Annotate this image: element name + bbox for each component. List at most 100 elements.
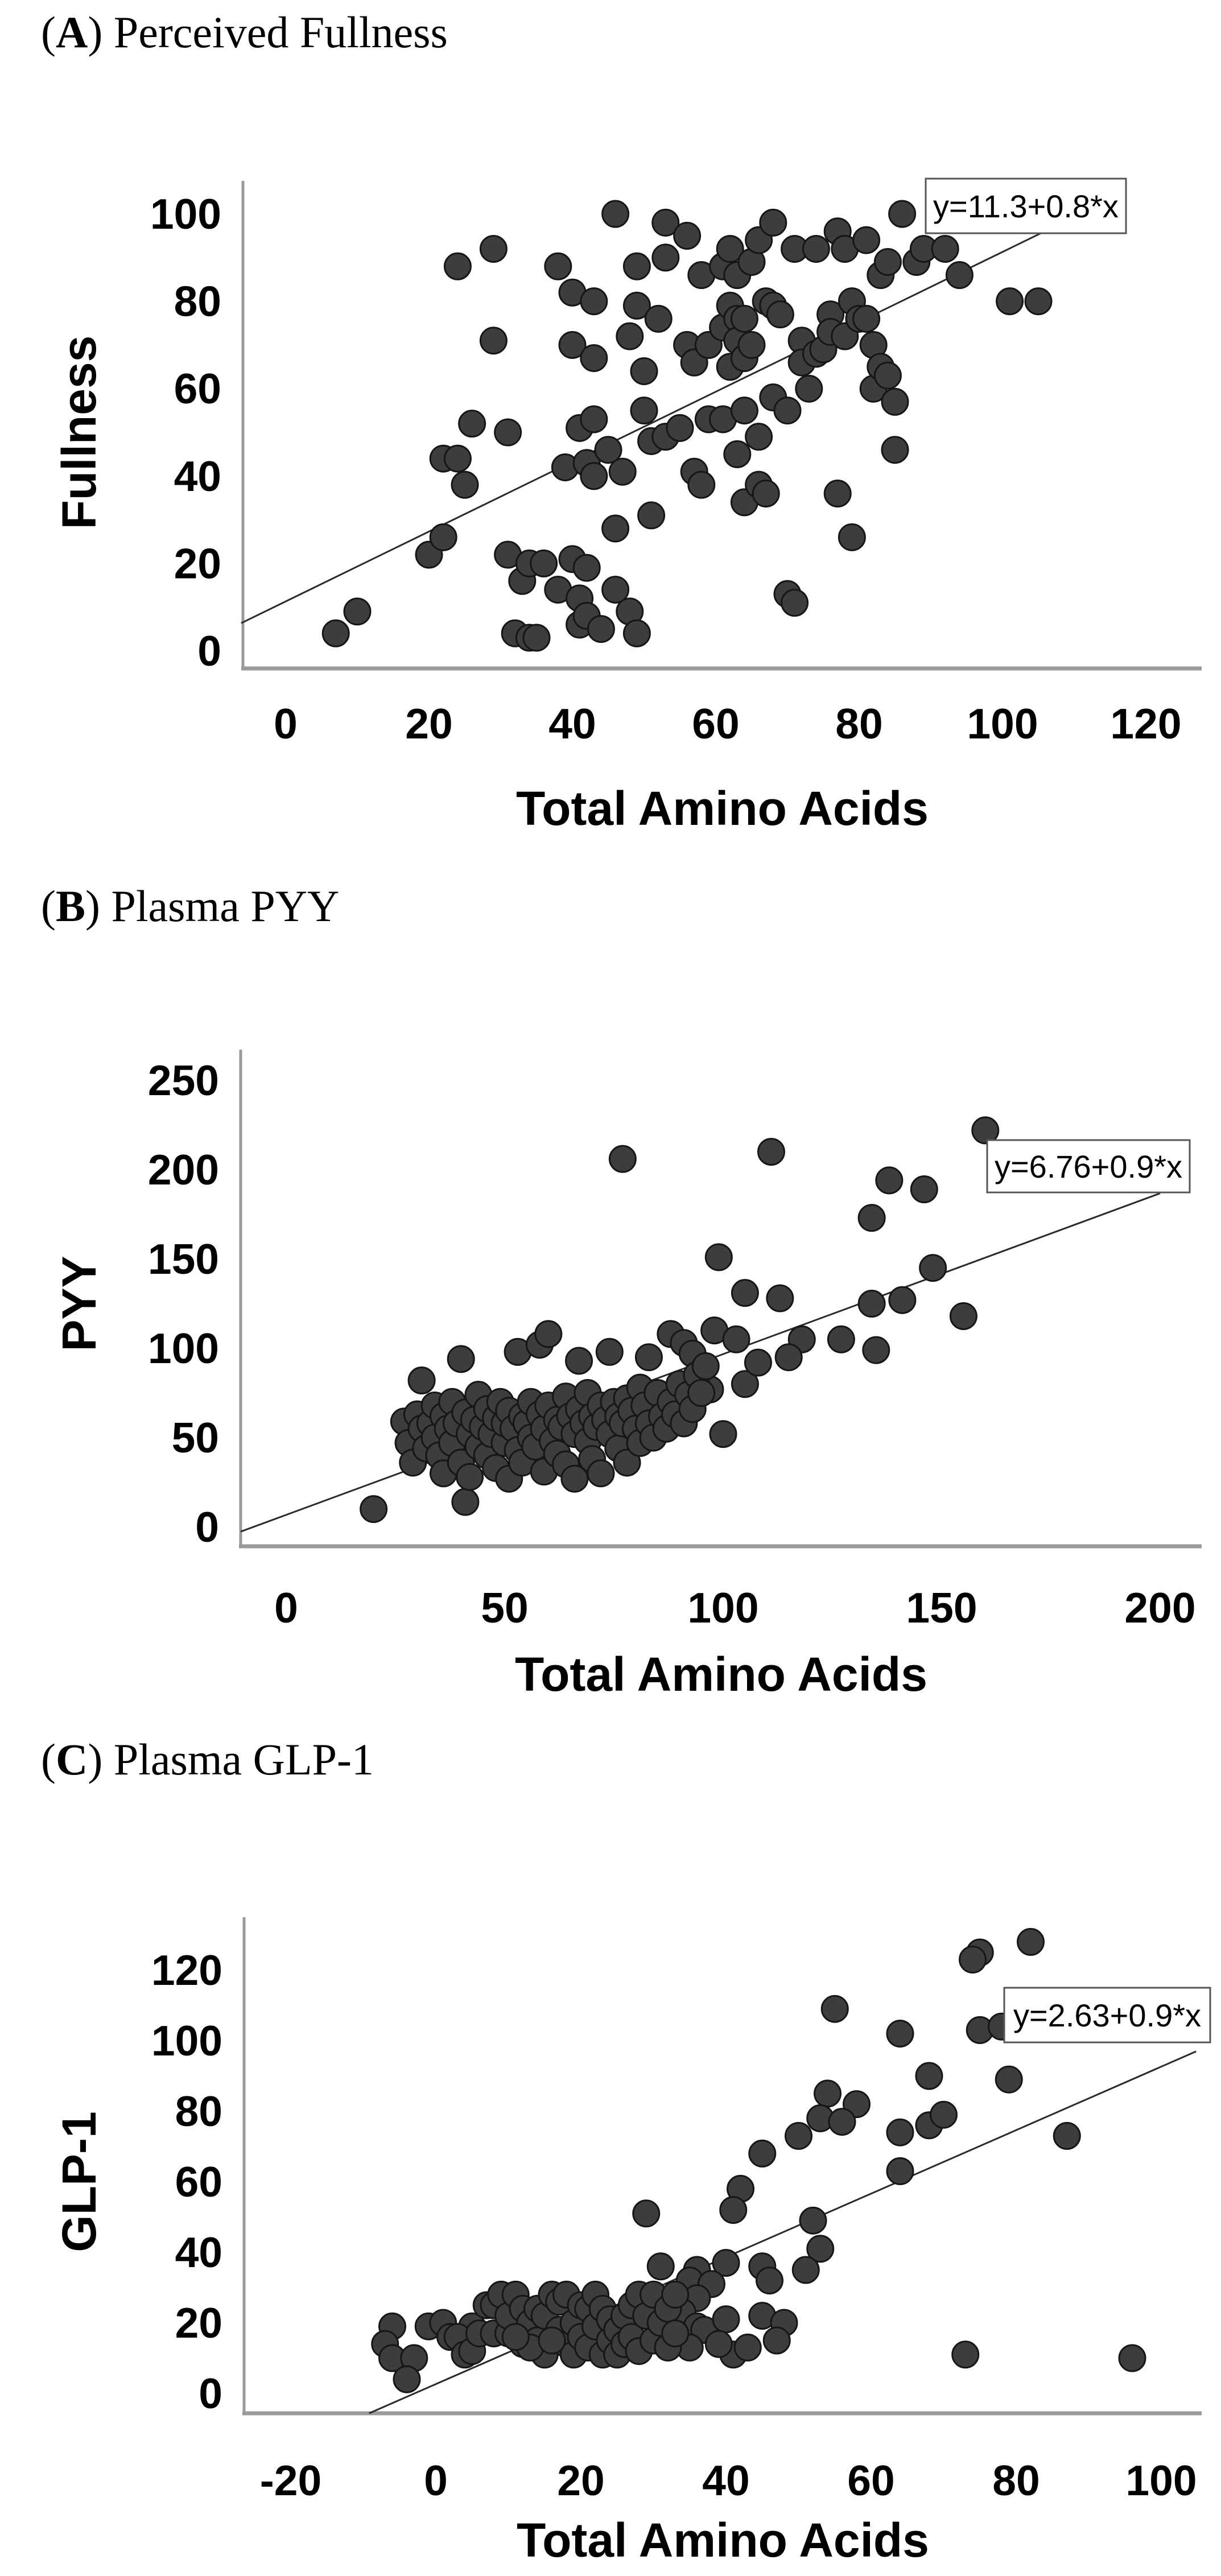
data-point (558, 331, 587, 359)
panel-b-title-text: Plasma PYY (100, 881, 340, 931)
data-point (873, 361, 902, 390)
panel-a-scatter-chart: 0 20 40 60 80 100 0 20 40 60 80 100 120 Total Amino A… (52, 177, 1202, 835)
data-point (451, 470, 479, 499)
data-point (538, 2326, 566, 2355)
x-tick-label: 0 (274, 1584, 298, 1632)
panel-a-title-open: ( (41, 7, 56, 57)
data-point (1053, 2121, 1081, 2150)
panel-b-title: (B) Plasma PYY (41, 882, 339, 931)
data-point (1118, 2344, 1146, 2372)
data-point (719, 2196, 748, 2224)
data-point (587, 615, 615, 643)
data-point (712, 2305, 740, 2334)
data-point (407, 1367, 436, 1395)
panel-b-title-letter: B (55, 881, 86, 931)
data-point (544, 252, 572, 280)
x-tick-label: 0 (274, 700, 298, 748)
y-axis-title: PYY (52, 1256, 106, 1351)
data-point (634, 1343, 663, 1372)
y-axis-title: Fullness (52, 336, 106, 530)
data-point (637, 501, 666, 530)
y-tick-label: 80 (174, 278, 221, 325)
data-point (752, 480, 780, 508)
data-point (910, 1175, 938, 1204)
data-point (731, 1279, 759, 1307)
y-tick-label: 50 (172, 1414, 219, 1462)
data-point (687, 470, 716, 499)
data-point (820, 1995, 849, 2023)
data-point (814, 2079, 842, 2108)
data-point (971, 1116, 1000, 1145)
x-axis-title: Total Amino Acids (515, 1648, 927, 1701)
data-point (857, 1290, 886, 1318)
data-point (945, 261, 974, 290)
x-tick-label: 80 (992, 2457, 1040, 2504)
data-point (651, 243, 680, 272)
data-point (673, 221, 702, 250)
data-point (580, 344, 608, 372)
data-point (360, 1495, 388, 1524)
data-point (785, 2121, 812, 2150)
data-point (828, 2108, 856, 2136)
x-tick-label: 40 (702, 2457, 749, 2504)
data-point (930, 2100, 958, 2129)
panel-a-title-close: ) (88, 7, 103, 57)
data-point (838, 523, 866, 551)
data-point (806, 2235, 835, 2263)
data-point (712, 2249, 740, 2277)
data-point (456, 1463, 484, 1491)
data-point (802, 234, 830, 263)
data-point (766, 300, 794, 329)
data-point (630, 397, 658, 425)
y-tick-label: 250 (148, 1056, 219, 1104)
equation-box (925, 177, 1127, 234)
x-tick-label: 120 (1110, 700, 1181, 748)
equation-label: y=11.3+0.8*x (933, 188, 1119, 224)
panel-b-title-open: ( (41, 881, 56, 931)
equation-label: y=6.76+0.9*x (995, 1149, 1182, 1184)
equation-box (1003, 1987, 1211, 2044)
data-point (451, 1488, 480, 1516)
y-tick-label: 40 (175, 2228, 222, 2276)
y-tick-label: 20 (175, 2299, 222, 2347)
x-axis-title: Total Amino Acids (517, 2513, 929, 2567)
data-point (534, 1320, 563, 1348)
data-point (601, 575, 630, 604)
data-point (565, 1347, 593, 1375)
data-point (723, 440, 752, 468)
data-point (791, 2256, 820, 2284)
x-tick-label: -20 (260, 2457, 321, 2504)
data-point (691, 1352, 720, 1380)
data-point (494, 418, 522, 447)
data-point (595, 1337, 624, 1366)
x-tick-label: 20 (557, 2457, 604, 2504)
y-tick-label: 0 (195, 1503, 219, 1551)
panel-c-title-text: Plasma GLP-1 (102, 1735, 374, 1784)
data-point (622, 291, 651, 320)
y-tick-label: 80 (175, 2087, 222, 2135)
panel-a-title: (A) Perceived Fullness (41, 8, 448, 57)
data-point (458, 410, 486, 438)
data-point (447, 1345, 475, 1373)
data-point (886, 2020, 914, 2048)
data-point (730, 397, 758, 425)
data-point (522, 624, 551, 652)
data-point (594, 436, 622, 464)
data-point (888, 200, 917, 228)
data-point (862, 1336, 890, 1364)
data-point (630, 357, 658, 385)
data-point (886, 2118, 914, 2146)
x-tick-label: 100 (1125, 2457, 1197, 2504)
data-point (560, 1464, 589, 1493)
data-point (661, 2319, 690, 2348)
data-point (722, 1325, 750, 1353)
panel-c-title-open: ( (41, 1735, 56, 1784)
data-point (744, 1348, 772, 1377)
panel-a-title-letter: A (55, 7, 88, 57)
data-point (995, 2065, 1023, 2094)
x-tick-label: 80 (835, 700, 882, 748)
data-point (827, 1325, 855, 1353)
x-tick-label: 60 (692, 700, 739, 748)
y-tick-label: 60 (174, 365, 221, 412)
data-point (704, 1243, 733, 1272)
